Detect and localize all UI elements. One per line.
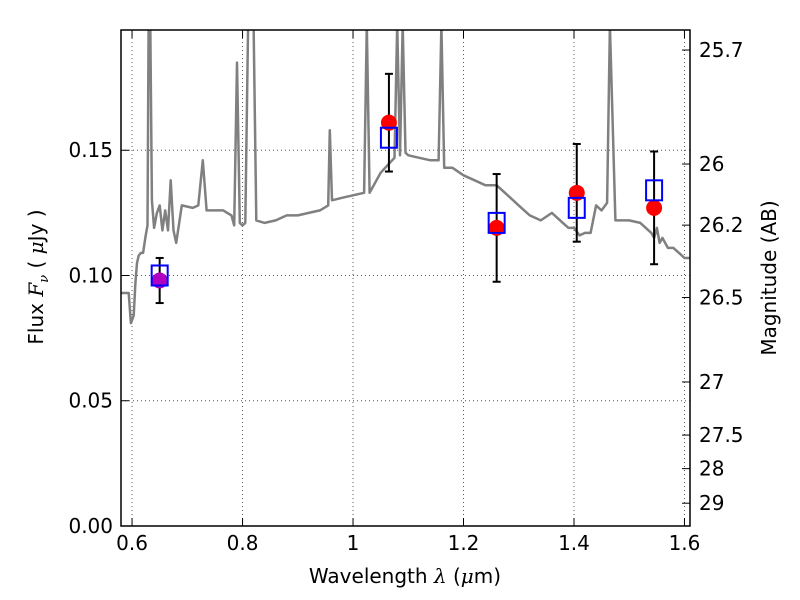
y2-tick-label-3: 26.5 (699, 286, 744, 310)
x-tick-label-4: 1.4 (558, 531, 590, 555)
model-photometry-square-3 (645, 179, 664, 202)
x-tick-label-0: 0.6 (116, 531, 148, 555)
y2-tick-label-2: 26.2 (699, 213, 744, 237)
y-tick-label-2: 0.10 (68, 263, 113, 287)
x-tick-label-2: 1 (347, 531, 360, 555)
x-tick-label-1: 0.8 (227, 531, 259, 555)
y2-tick-label-5: 27.5 (699, 423, 744, 447)
y2-axis-label: Magnitude (AB) (757, 200, 781, 355)
observed-point-3 (646, 199, 663, 216)
y-tick-label-1: 0.05 (68, 389, 113, 413)
model-photometry-square-2 (567, 196, 586, 219)
model-photometry-square-4 (150, 264, 169, 287)
y2-tick-label-4: 27 (699, 370, 724, 394)
ticks: 0.6 0.8 1 1.2 1.4 1.6 0.00 0.05 0.10 0.15 25.7 26 26… (68, 30, 744, 555)
model-photometry-square-1 (487, 211, 506, 234)
model-spectrum-line (121, 30, 690, 325)
y-tick-label-3: 0.15 (68, 138, 113, 162)
model-photometry-square-0 (379, 126, 398, 149)
x-tick-label-3: 1.2 (448, 531, 480, 555)
y2-tick-label-1: 26 (699, 152, 724, 176)
y2-tick-label-0: 25.7 (699, 38, 744, 62)
x-tick-label-5: 1.6 (669, 531, 701, 555)
axes-frame (120, 29, 691, 527)
x-axis-label: Wavelength λ (μm) (309, 564, 501, 588)
y2-tick-label-7: 29 (699, 491, 724, 515)
y-axis-label: Flux Fν ( μJy ) (24, 209, 52, 344)
observed-point-0 (380, 114, 397, 131)
y-tick-label-0: 0.00 (68, 514, 113, 538)
y2-tick-label-6: 28 (699, 457, 724, 481)
plot-frame (120, 29, 691, 527)
observed-point-2 (568, 184, 585, 201)
